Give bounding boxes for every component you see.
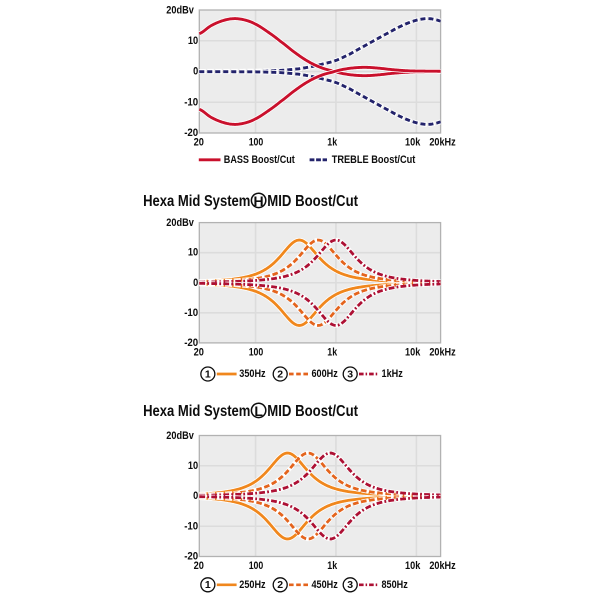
svg-text:1k: 1k xyxy=(327,560,338,572)
svg-text:600Hz: 600Hz xyxy=(312,368,339,380)
svg-text:20dBv: 20dBv xyxy=(166,217,194,229)
svg-text:2: 2 xyxy=(277,368,283,380)
svg-text:20dBv: 20dBv xyxy=(166,4,194,16)
svg-text:20kHz: 20kHz xyxy=(429,560,456,572)
svg-text:3: 3 xyxy=(347,368,353,380)
svg-text:350Hz: 350Hz xyxy=(239,368,266,380)
svg-text:0: 0 xyxy=(193,490,198,502)
svg-text:100: 100 xyxy=(249,137,264,149)
svg-text:20: 20 xyxy=(194,560,204,572)
svg-text:1: 1 xyxy=(205,579,211,591)
svg-text:10: 10 xyxy=(188,247,198,259)
svg-text:20: 20 xyxy=(194,347,204,359)
svg-text:850Hz: 850Hz xyxy=(382,579,409,591)
svg-text:10k: 10k xyxy=(405,137,421,149)
svg-text:H: H xyxy=(254,193,264,209)
svg-text:Hexa Mid System: Hexa Mid System xyxy=(143,403,250,420)
svg-text:2: 2 xyxy=(277,579,283,591)
svg-text:1k: 1k xyxy=(327,347,338,359)
svg-text:1k: 1k xyxy=(327,137,338,149)
svg-text:-20: -20 xyxy=(184,551,198,563)
svg-text:0: 0 xyxy=(193,277,198,289)
svg-text:L: L xyxy=(254,403,263,419)
svg-text:20kHz: 20kHz xyxy=(429,347,456,359)
svg-text:BASS Boost/Cut: BASS Boost/Cut xyxy=(224,154,295,166)
svg-text:100: 100 xyxy=(249,347,264,359)
svg-text:-20: -20 xyxy=(184,127,198,139)
svg-text:Hexa Mid System: Hexa Mid System xyxy=(143,193,250,210)
svg-text:MID Boost/Cut: MID Boost/Cut xyxy=(267,403,358,420)
svg-text:10k: 10k xyxy=(405,347,421,359)
svg-text:250Hz: 250Hz xyxy=(239,579,266,591)
svg-text:20kHz: 20kHz xyxy=(429,137,456,149)
svg-text:450Hz: 450Hz xyxy=(312,579,339,591)
svg-text:3: 3 xyxy=(347,579,353,591)
svg-text:MID Boost/Cut: MID Boost/Cut xyxy=(267,193,358,210)
svg-text:-10: -10 xyxy=(184,96,198,108)
svg-text:10k: 10k xyxy=(405,560,421,572)
svg-text:20: 20 xyxy=(194,137,204,149)
svg-text:10: 10 xyxy=(188,35,198,47)
svg-text:-20: -20 xyxy=(184,337,198,349)
svg-text:TREBLE Boost/Cut: TREBLE Boost/Cut xyxy=(332,154,416,166)
svg-text:100: 100 xyxy=(249,560,264,572)
svg-text:1kHz: 1kHz xyxy=(382,368,404,380)
svg-text:1: 1 xyxy=(205,368,211,380)
svg-text:10: 10 xyxy=(188,460,198,472)
svg-text:-10: -10 xyxy=(184,307,198,319)
svg-text:20dBv: 20dBv xyxy=(166,430,194,442)
svg-text:-10: -10 xyxy=(184,520,198,532)
svg-text:0: 0 xyxy=(193,66,198,78)
